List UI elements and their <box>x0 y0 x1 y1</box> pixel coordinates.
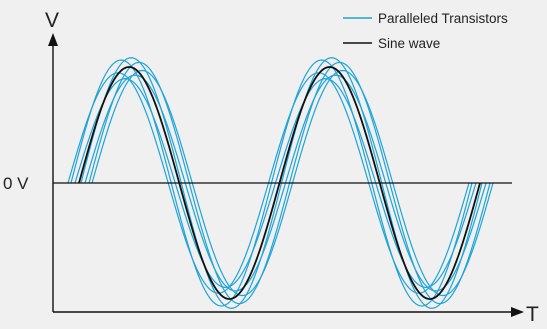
x-axis-label: T <box>526 303 539 326</box>
x-axis-arrow <box>511 307 524 317</box>
y-axis-arrow <box>48 33 58 46</box>
legend: Paralleled Transistors Sine wave <box>343 11 508 51</box>
legend-label-paralleled-transistors: Paralleled Transistors <box>378 11 508 26</box>
zero-level-label: 0 V <box>3 174 29 193</box>
legend-label-sine-wave: Sine wave <box>378 36 440 51</box>
y-axis-label: V <box>45 9 59 32</box>
